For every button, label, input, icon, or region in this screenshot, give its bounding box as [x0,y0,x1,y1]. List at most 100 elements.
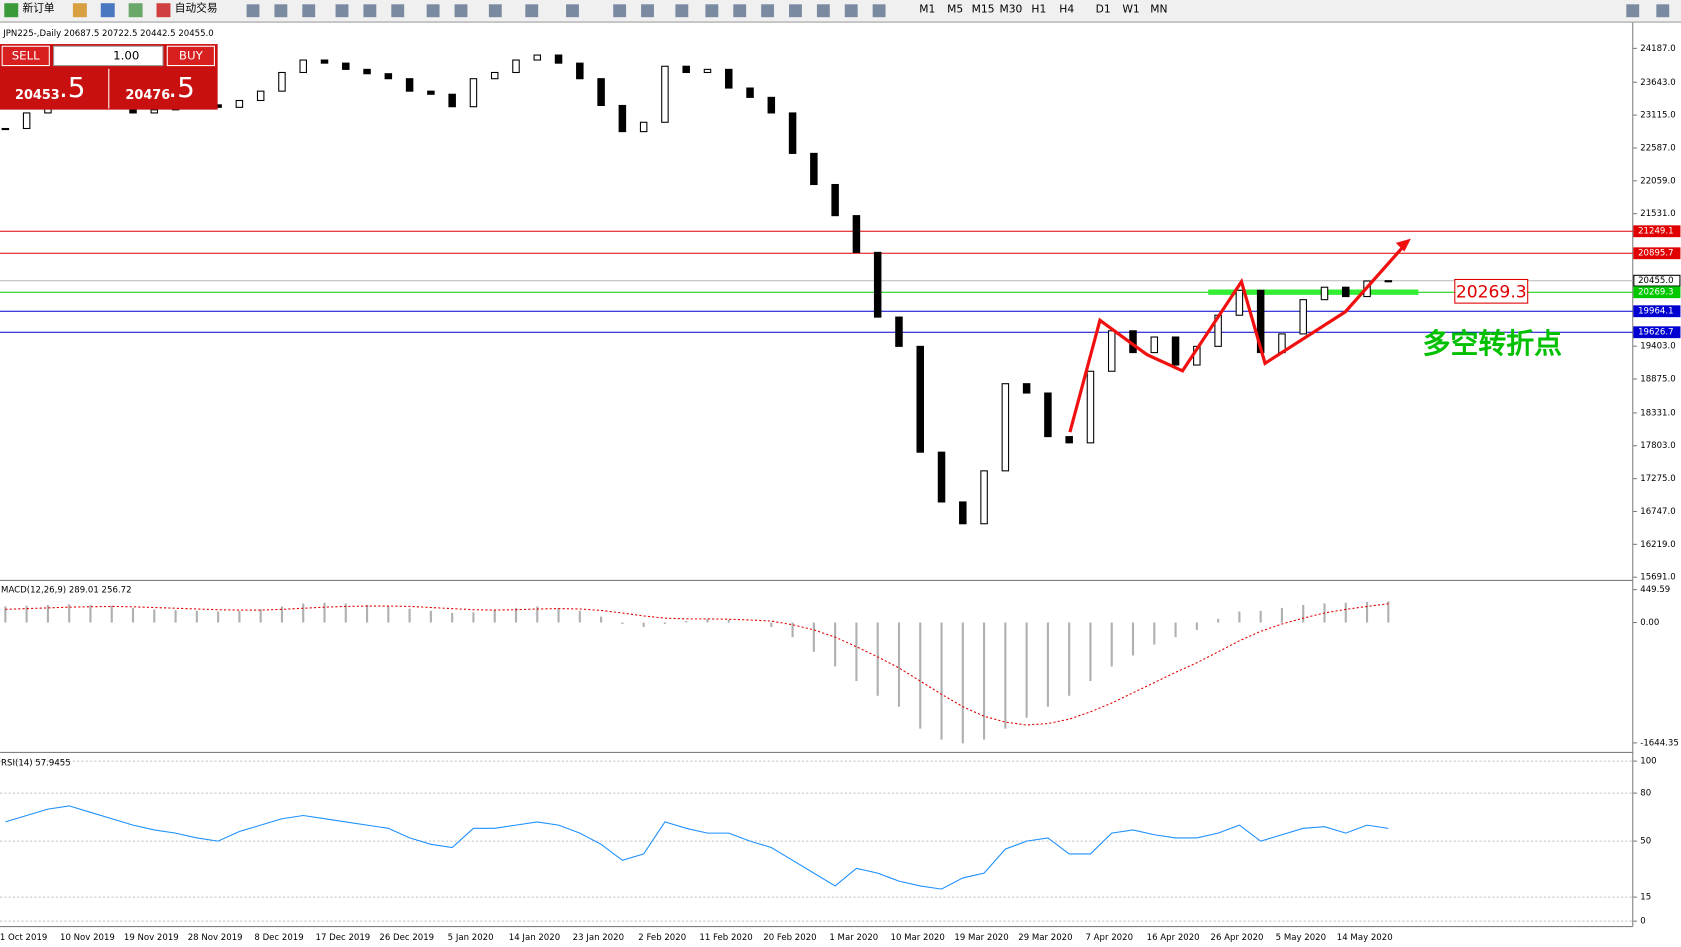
y-tick-label: 100 [1640,757,1656,767]
candle [980,470,988,525]
annotation-price: 20269.3 [1456,282,1527,302]
annotation-box [1454,278,1529,304]
toolbar-icon[interactable] [488,4,502,18]
candle [873,251,882,318]
toolbar-icon[interactable] [641,4,654,18]
trend-arrows [1068,241,1408,433]
toolbar-icon[interactable] [72,3,87,18]
toolbar-icon[interactable] [454,4,468,18]
trade-panel: SELL 1.00 BUY 20453 .5 20476 .5 [0,44,218,110]
lots-value[interactable]: 1.00 [113,48,139,62]
candle [469,78,478,108]
toolbar-icon[interactable] [872,4,886,18]
toolbar-icon[interactable] [525,4,539,18]
level-label: 19626.7 [1638,328,1673,338]
x-tick-label: 5 Jan 2020 [448,933,494,943]
candle [1299,299,1307,335]
new-order-icon[interactable] [4,3,19,18]
auto-trading-icon[interactable] [156,3,171,18]
candle [895,316,903,347]
y-tick-label: 24187.0 [1640,44,1675,54]
candle [1022,383,1031,394]
bid-price[interactable]: 20453 [15,88,60,103]
rsi-title: RSI(14) 57.9455 [1,759,71,769]
toolbar-icon[interactable] [391,4,405,18]
toolbar-icon[interactable] [335,4,349,18]
x-tick-label: 28 Nov 2019 [188,933,243,943]
y-tick-label: 23643.0 [1640,78,1675,88]
search-icon[interactable] [1626,4,1640,18]
toolbar-icon[interactable] [789,4,802,18]
candle [1001,383,1010,472]
candle [490,71,499,80]
candle [512,59,520,74]
auto-trading-button[interactable]: 自动交易 [175,2,218,15]
lots-input[interactable] [53,45,164,67]
x-tick-label: 19 Mar 2020 [954,933,1008,943]
level-label: 20455.0 [1638,276,1673,286]
buy-label[interactable]: BUY [179,48,204,62]
toolbar-icon[interactable] [761,4,775,18]
toolbar-icon[interactable] [274,4,288,18]
timeframe-button[interactable]: D1 [1096,3,1111,16]
candle [22,112,31,130]
bid-pip[interactable]: .5 [59,71,86,104]
timeframe-button[interactable]: M1 [919,3,935,16]
y-tick-label: -1644.35 [1640,738,1679,748]
buy-button[interactable] [166,45,215,67]
candle [384,73,393,80]
candle [916,345,924,453]
x-tick-label: 11 Feb 2020 [699,933,752,943]
candle [852,215,861,253]
y-tick-label: 21531.0 [1640,209,1675,219]
timeframe-button[interactable]: W1 [1122,3,1139,16]
toolbar-icon[interactable] [1656,4,1670,18]
toolbar-icon[interactable] [816,4,830,18]
toolbar-icon[interactable] [566,4,579,18]
toolbar-icon[interactable] [363,4,377,18]
ask-pip[interactable]: .5 [168,71,195,104]
x-tick-label: 7 Apr 2020 [1086,933,1134,943]
timeframe-button[interactable]: MN [1150,3,1167,16]
timeframe-button[interactable]: H1 [1031,3,1046,16]
y-tick-label: 17803.0 [1640,441,1675,451]
ask-price[interactable]: 20476 [125,88,170,103]
candle [1,127,10,131]
x-tick-label: 2 Feb 2020 [638,933,686,943]
toolbar-icon[interactable] [128,3,143,18]
x-tick-label: 23 Jan 2020 [573,933,624,943]
sell-button[interactable] [1,45,50,67]
candle [937,451,946,503]
candle [788,112,797,154]
toolbar-icon[interactable] [100,3,115,18]
candle [831,183,839,217]
candle [661,65,669,123]
candle [278,71,286,92]
x-tick-label: 26 Dec 2019 [379,933,434,943]
toolbar-icon[interactable] [705,4,719,18]
candle [235,99,244,108]
timeframe-button[interactable]: H4 [1059,3,1074,16]
sell-label[interactable]: SELL [12,48,40,62]
timeframe-button[interactable]: M5 [947,3,963,16]
toolbar-icon[interactable] [426,4,440,18]
level-label-box [1633,274,1681,287]
candle [342,62,350,70]
toolbar-icon[interactable] [246,4,260,18]
candle [682,65,690,74]
toolbar-icon[interactable] [613,4,627,18]
toolbar-icon[interactable] [302,4,316,18]
toolbar-icon[interactable] [675,4,689,18]
timeframe-button[interactable]: M15 [972,3,995,16]
candle [448,93,456,108]
new-order-button[interactable]: 新订单 [23,2,55,15]
y-tick-label: 18875.0 [1640,375,1675,385]
x-tick-label: 29 Mar 2020 [1018,933,1072,943]
timeframe-button[interactable]: M30 [1000,3,1023,16]
toolbar-icon[interactable] [733,4,747,18]
x-tick-label: 5 May 2020 [1276,933,1326,943]
level-label-box [1633,305,1681,318]
candle [1107,330,1116,372]
candle [639,121,648,133]
toolbar-icon[interactable] [844,4,858,18]
